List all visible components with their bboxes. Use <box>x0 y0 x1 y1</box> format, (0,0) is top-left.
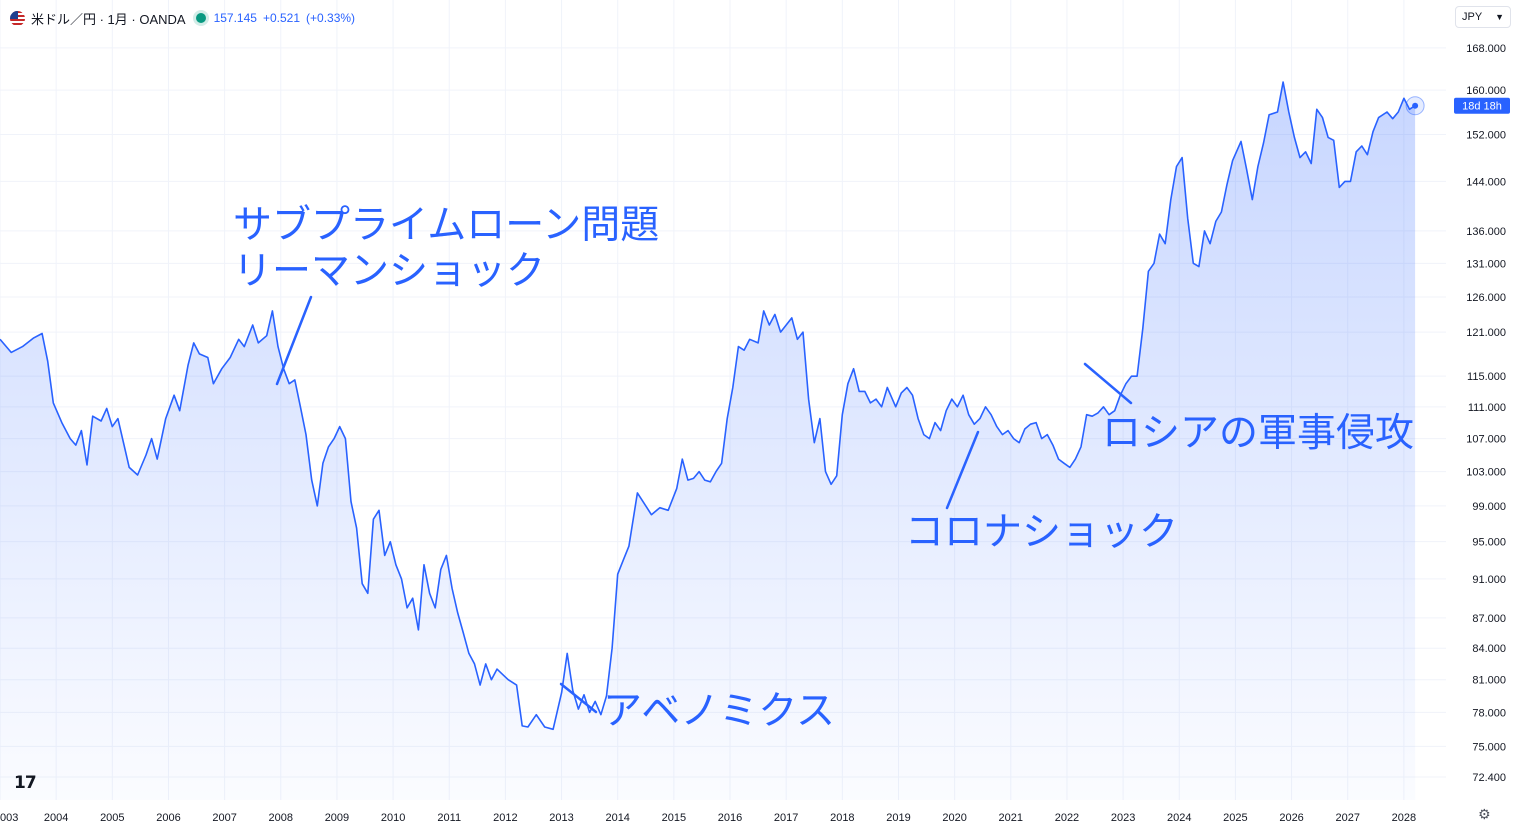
annotation-corona: コロナショック <box>905 510 1179 555</box>
x-tick-label: 2024 <box>1167 812 1191 824</box>
x-tick-label: 2021 <box>999 812 1023 824</box>
x-tick-label: 2012 <box>493 812 517 824</box>
gear-icon[interactable]: ⚙ <box>1478 806 1491 822</box>
y-tick-label: 126.000 <box>1466 292 1506 304</box>
x-tick-label: 2017 <box>774 812 798 824</box>
y-tick-label: 160.000 <box>1466 85 1506 97</box>
countdown-badge-text: 18d 18h <box>1462 101 1502 113</box>
series-area-fill <box>0 82 1416 800</box>
y-tick-label: 144.000 <box>1466 176 1506 188</box>
tradingview-logo[interactable]: 17 <box>14 773 37 793</box>
x-tick-label: 2015 <box>662 812 686 824</box>
x-tick-label: 2004 <box>44 812 68 824</box>
y-tick-label: 91.000 <box>1472 574 1506 586</box>
annotation-subprime-line2: リーマンショック <box>233 249 546 294</box>
countdown-badge <box>1454 97 1510 114</box>
x-tick-label: 2009 <box>325 812 349 824</box>
y-tick-label: 168.000 <box>1466 43 1506 55</box>
y-tick-label: 115.000 <box>1467 371 1506 383</box>
price-change: +0.521 <box>262 11 301 25</box>
x-tick-label: 2027 <box>1335 812 1359 824</box>
leader-abenomics <box>559 682 598 714</box>
x-tick-label: 2011 <box>437 812 461 824</box>
x-tick-label: 2019 <box>886 812 910 824</box>
y-tick-label: 103.000 <box>1466 467 1506 479</box>
x-tick-label: 003 <box>0 812 18 824</box>
y-tick-label: 136.000 <box>1466 226 1506 238</box>
x-tick-label: 2026 <box>1279 812 1303 824</box>
leader-corona <box>945 430 980 510</box>
y-tick-label: 78.000 <box>1472 707 1506 719</box>
x-tick-label: 2005 <box>100 812 124 824</box>
annotation-subprime: サブプライムローン問題 リーマンショック <box>233 203 659 295</box>
x-tick-label: 2025 <box>1223 812 1247 824</box>
x-tick-label: 2007 <box>212 812 236 824</box>
x-tick-label: 2022 <box>1055 812 1079 824</box>
annotation-russia: ロシアの軍事侵攻 <box>1102 411 1415 456</box>
y-tick-label: 95.000 <box>1472 537 1506 549</box>
y-tick-label: 111.000 <box>1468 402 1506 414</box>
price-change-percent: (+0.33%) <box>306 11 356 25</box>
y-tick-label: 75.000 <box>1472 741 1506 753</box>
currency-label: JPY <box>1462 11 1483 23</box>
last-price: 157.145 <box>213 11 257 25</box>
y-tick-label: 131.000 <box>1466 258 1506 270</box>
chevron-down-icon: ▼ <box>1495 12 1504 22</box>
x-tick-label: 2008 <box>269 812 293 824</box>
market-open-dot-icon <box>195 13 206 23</box>
series-line[interactable] <box>0 81 1416 731</box>
y-tick-label: 81.000 <box>1472 675 1506 687</box>
leader-russia <box>1083 362 1133 405</box>
last-point-dot <box>1412 102 1419 109</box>
x-tick-label: 2018 <box>830 812 854 824</box>
x-tick-label: 2028 <box>1392 812 1416 824</box>
x-tick-label: 2016 <box>718 812 742 824</box>
symbol-title: 米ドル／円 · 1月 · OANDA <box>31 11 186 27</box>
leader-subprime <box>275 295 313 386</box>
x-tick-label: 2010 <box>381 812 405 824</box>
y-tick-label: 152.000 <box>1466 130 1506 142</box>
symbol-legend[interactable]: 米ドル／円 · 1月 · OANDA 157.145 +0.521 (+0.33… <box>10 8 361 28</box>
y-tick-label: 107.000 <box>1466 434 1506 446</box>
x-tick-label: 2013 <box>549 812 573 824</box>
x-tick-label: 2020 <box>942 812 966 824</box>
y-tick-label: 72.400 <box>1472 772 1506 784</box>
us-flag-icon <box>10 10 25 26</box>
x-tick-label: 2006 <box>156 812 180 824</box>
y-tick-label: 121.000 <box>1466 327 1506 339</box>
y-tick-label: 99.000 <box>1472 501 1506 513</box>
x-tick-label: 2014 <box>605 812 629 824</box>
annotation-abenomics: アベノミクス <box>603 689 836 734</box>
y-tick-label: 84.000 <box>1472 643 1506 655</box>
currency-select[interactable]: JPY ▼ <box>1455 6 1511 28</box>
y-tick-label: 87.000 <box>1472 613 1506 625</box>
x-tick-label: 2023 <box>1111 812 1135 824</box>
annotation-subprime-line1: サブプライムローン問題 <box>233 203 660 248</box>
